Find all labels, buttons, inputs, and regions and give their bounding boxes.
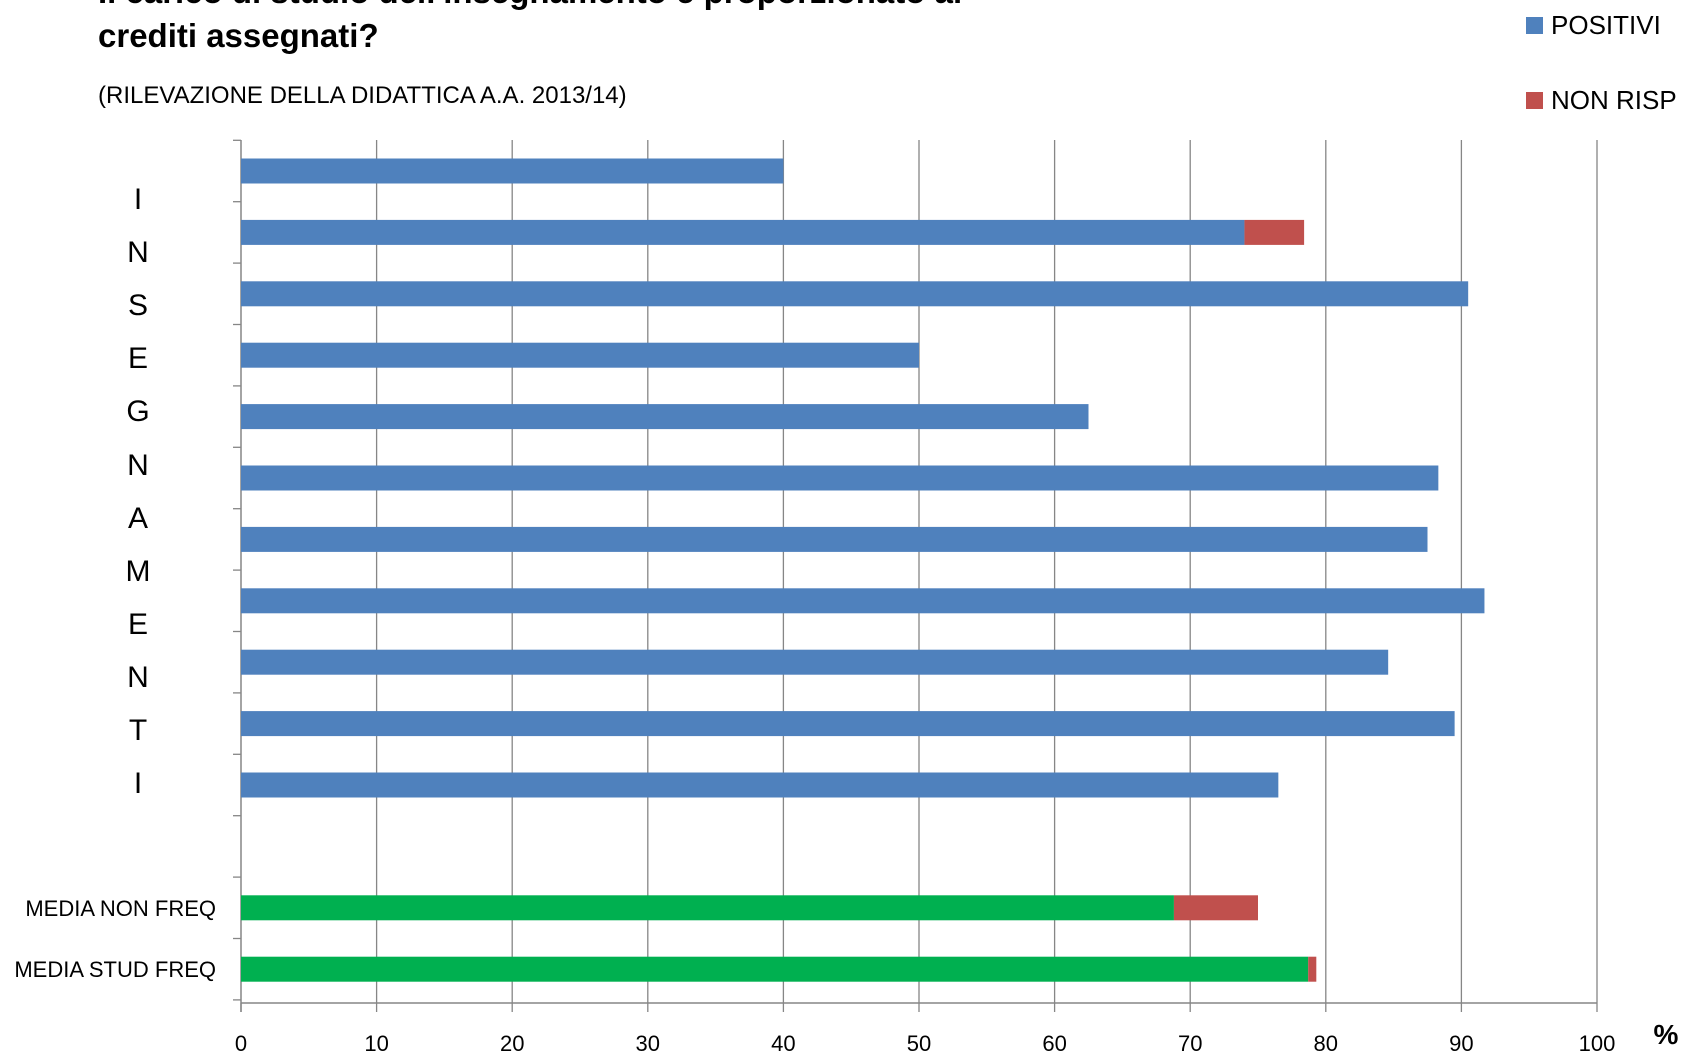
y-axis-letter-text-1: N <box>127 236 149 270</box>
legend-item-positivi: POSITIVI <box>1526 10 1661 41</box>
y-axis-letter-text-0: I <box>133 183 143 216</box>
bar-positivi-12 <box>241 895 1174 921</box>
category-label-13: MEDIA STUD FREQ <box>14 957 216 982</box>
y-axis-letter-text-3: E <box>127 342 148 376</box>
bar-positivi-9 <box>241 711 1455 737</box>
tick-label-x-40: 40 <box>771 1031 795 1056</box>
y-axis-letter-text-5: N <box>127 448 149 482</box>
tick-label-x-100: 100 <box>1579 1031 1616 1056</box>
y-axis-letter-text-4: G <box>126 395 150 429</box>
y-axis-letter-text-9: N <box>127 660 149 694</box>
bar-positivi-6 <box>241 526 1428 552</box>
bar-positivi-4 <box>241 404 1089 430</box>
tick-label-x-50: 50 <box>907 1031 931 1056</box>
tick-label-x-60: 60 <box>1042 1031 1066 1056</box>
category-label-12: MEDIA NON FREQ <box>25 896 216 921</box>
bar-positivi-5 <box>241 465 1439 491</box>
bar-non-risp-1 <box>1244 219 1305 245</box>
legend-label-non-risp: NON RISP <box>1551 85 1677 115</box>
bar-positivi-7 <box>241 588 1485 614</box>
bar-positivi-3 <box>241 342 919 368</box>
chart-title-line-2: crediti assegnati? <box>98 17 379 54</box>
bar-non-risp-13 <box>1308 956 1317 982</box>
bar-non-risp-12 <box>1173 895 1258 921</box>
y-axis-letter-text-11: I <box>133 767 143 801</box>
y-axis-letter-text-8: E <box>127 607 148 641</box>
y-axis-letter-text-2: S <box>127 289 148 323</box>
x-axis-unit-label: % <box>1654 1019 1679 1050</box>
bar-positivi-2 <box>241 281 1469 307</box>
tick-label-x-30: 30 <box>636 1031 660 1056</box>
legend-label-positivi: POSITIVI <box>1551 10 1661 40</box>
bar-positivi-13 <box>241 956 1309 982</box>
tick-label-x-90: 90 <box>1449 1031 1473 1056</box>
legend-swatch-positivi <box>1526 17 1543 34</box>
y-axis-letter-text-10: T <box>128 714 148 747</box>
legend-item-non-risp: NON RISP <box>1526 85 1677 116</box>
tick-label-x-10: 10 <box>364 1031 388 1056</box>
bar-positivi-10 <box>241 772 1279 798</box>
bar-positivi-8 <box>241 649 1389 675</box>
chart-title: Il carico di studio dell'insegnamento è … <box>98 0 962 58</box>
tick-label-x-0: 0 <box>235 1031 247 1056</box>
legend-swatch-non-risp <box>1526 92 1543 109</box>
tick-label-x-20: 20 <box>500 1031 524 1056</box>
y-axis-letter-text-6: A <box>127 501 148 535</box>
tick-label-x-70: 70 <box>1178 1031 1202 1056</box>
chart-title-line-1: Il carico di studio dell'insegnamento è … <box>98 0 962 10</box>
tick-label-x-80: 80 <box>1314 1031 1338 1056</box>
chart-subtitle: (RILEVAZIONE DELLA DIDATTICA A.A. 2013/1… <box>98 82 627 109</box>
bar-positivi-1 <box>241 219 1245 245</box>
y-axis-letter-text-7: M <box>125 554 151 588</box>
bar-positivi-0 <box>241 158 784 184</box>
